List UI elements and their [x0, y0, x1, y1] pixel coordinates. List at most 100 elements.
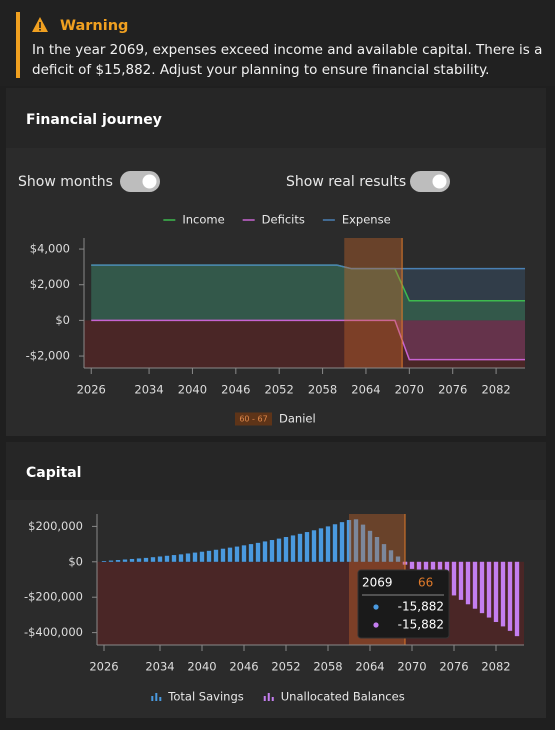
x-tick-label: 2034 [145, 660, 174, 674]
toggle-label: Show months [18, 174, 113, 190]
bar [353, 519, 359, 562]
section-header [6, 88, 546, 148]
x-tick-label: 2040 [187, 660, 216, 674]
bar [199, 551, 205, 562]
tooltip [357, 569, 450, 639]
x-tick-label: 2058 [313, 660, 342, 674]
toggle-label: Show real results [286, 174, 406, 190]
bar [367, 530, 373, 562]
highlight-label: 60 - 67 [239, 415, 267, 424]
x-tick-label: 2052 [271, 660, 300, 674]
x-tick-label: 2058 [308, 383, 337, 397]
bar [122, 559, 128, 562]
x-tick-label: 2070 [395, 383, 424, 397]
tooltip-value: -15,882 [398, 618, 444, 632]
bar [136, 558, 142, 562]
bar [164, 555, 170, 562]
warning-message: deficit of $15,882. Adjust your planning… [32, 62, 489, 78]
x-tick-label: 2026 [77, 383, 106, 397]
bar [115, 560, 121, 562]
bar [500, 561, 506, 627]
x-tick-label: 2026 [89, 660, 118, 674]
bar [465, 561, 471, 605]
highlight-name: Daniel [279, 412, 316, 426]
x-tick-label: 2040 [178, 383, 207, 397]
x-tick-label: 2046 [221, 383, 250, 397]
legend-icon [159, 697, 162, 701]
series-line [91, 264, 525, 270]
bar [339, 522, 345, 562]
tooltip-value: -15,882 [398, 600, 444, 614]
x-tick-label: 2076 [439, 660, 468, 674]
bar [241, 545, 247, 562]
x-tick-label: 2064 [355, 660, 384, 674]
y-tick-label: $0 [55, 313, 70, 327]
bar [171, 555, 177, 562]
bar [178, 554, 184, 562]
legend-icon [155, 693, 158, 701]
bar [213, 549, 219, 562]
legend-icon [151, 696, 154, 701]
tooltip-age: 66 [418, 576, 433, 590]
bar [395, 556, 401, 562]
bar [381, 544, 387, 562]
bar [507, 561, 513, 631]
bar [318, 528, 324, 562]
warning-message: In the year 2069, expenses exceed income… [32, 42, 542, 58]
bar [374, 537, 380, 562]
x-tick-label: 2082 [481, 660, 510, 674]
bar [276, 538, 282, 562]
y-tick-label: $200,000 [28, 519, 83, 533]
legend-label: Income [182, 213, 224, 227]
bar [451, 561, 457, 596]
bar [297, 533, 303, 562]
bar [458, 561, 464, 600]
warning-bar [16, 12, 20, 78]
x-tick-label: 2052 [265, 383, 294, 397]
bar [227, 547, 233, 562]
bar [143, 557, 149, 562]
bar [129, 558, 135, 562]
series-line [91, 319, 525, 361]
legend-icon [271, 697, 274, 701]
bar [290, 535, 296, 562]
x-tick-label: 2064 [351, 383, 380, 397]
bar [311, 530, 317, 562]
section-header [6, 442, 546, 500]
warning-title: Warning [60, 18, 128, 34]
section-title: Financial journey [26, 112, 162, 128]
tooltip-dot [373, 622, 379, 628]
bar [479, 561, 485, 614]
highlight-band [344, 238, 403, 368]
bar [409, 561, 415, 569]
bar [220, 548, 226, 562]
bar [150, 557, 156, 562]
y-tick-label: -$200,000 [24, 590, 83, 604]
bar [283, 537, 289, 562]
toggle-knob [432, 174, 447, 189]
bar [360, 524, 366, 562]
y-tick-label: $0 [68, 554, 83, 568]
y-tick-label: $4,000 [30, 242, 70, 256]
bar [269, 540, 275, 562]
bar [157, 556, 163, 562]
x-tick-label: 2076 [438, 383, 467, 397]
section-title: Capital [26, 465, 81, 481]
highlight-tag [235, 412, 272, 426]
section-body [6, 148, 546, 436]
x-tick-label: 2082 [481, 383, 510, 397]
x-tick-label: 2034 [134, 383, 163, 397]
bar [234, 546, 240, 562]
series-area [91, 320, 526, 360]
legend-label: Deficits [262, 213, 305, 227]
legend-icon [263, 696, 266, 701]
bar [192, 552, 198, 562]
bar [108, 560, 114, 562]
y-tick-label: -$400,000 [24, 625, 83, 639]
x-tick-label: 2070 [397, 660, 426, 674]
series-area [91, 265, 526, 321]
legend-label: Unallocated Balances [281, 690, 405, 704]
series-area [91, 265, 526, 321]
legend-icon [267, 693, 270, 701]
